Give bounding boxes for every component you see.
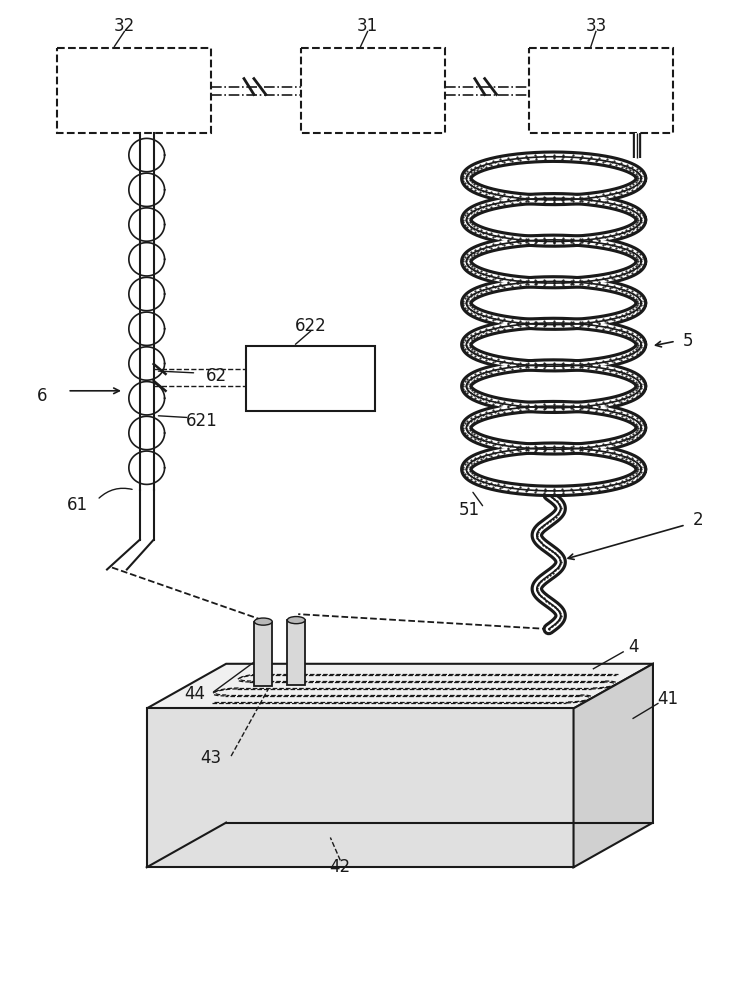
Text: 51: 51 [459, 501, 480, 519]
Bar [287, 620, 305, 685]
Text: 43: 43 [201, 749, 222, 767]
Text: 42: 42 [330, 858, 351, 876]
Bar [300, 48, 445, 133]
Text: 62: 62 [205, 367, 226, 385]
Text: 61: 61 [66, 496, 88, 514]
Bar [246, 346, 375, 411]
Polygon shape [574, 664, 653, 867]
Text: 31: 31 [357, 17, 378, 35]
Ellipse shape [287, 617, 305, 624]
Text: 5: 5 [683, 332, 693, 350]
Text: 44: 44 [184, 685, 205, 703]
Text: 621: 621 [186, 412, 217, 430]
Ellipse shape [254, 618, 273, 625]
Text: 33: 33 [585, 17, 606, 35]
Bar [57, 48, 211, 133]
Polygon shape [146, 664, 653, 708]
Text: 622: 622 [294, 317, 326, 335]
Text: 2: 2 [692, 511, 703, 529]
Polygon shape [146, 708, 574, 867]
Text: 4: 4 [628, 638, 639, 656]
Bar [254, 622, 273, 686]
Text: 32: 32 [114, 17, 135, 35]
Bar [529, 48, 673, 133]
Text: 41: 41 [658, 690, 679, 708]
Text: 6: 6 [37, 387, 48, 405]
